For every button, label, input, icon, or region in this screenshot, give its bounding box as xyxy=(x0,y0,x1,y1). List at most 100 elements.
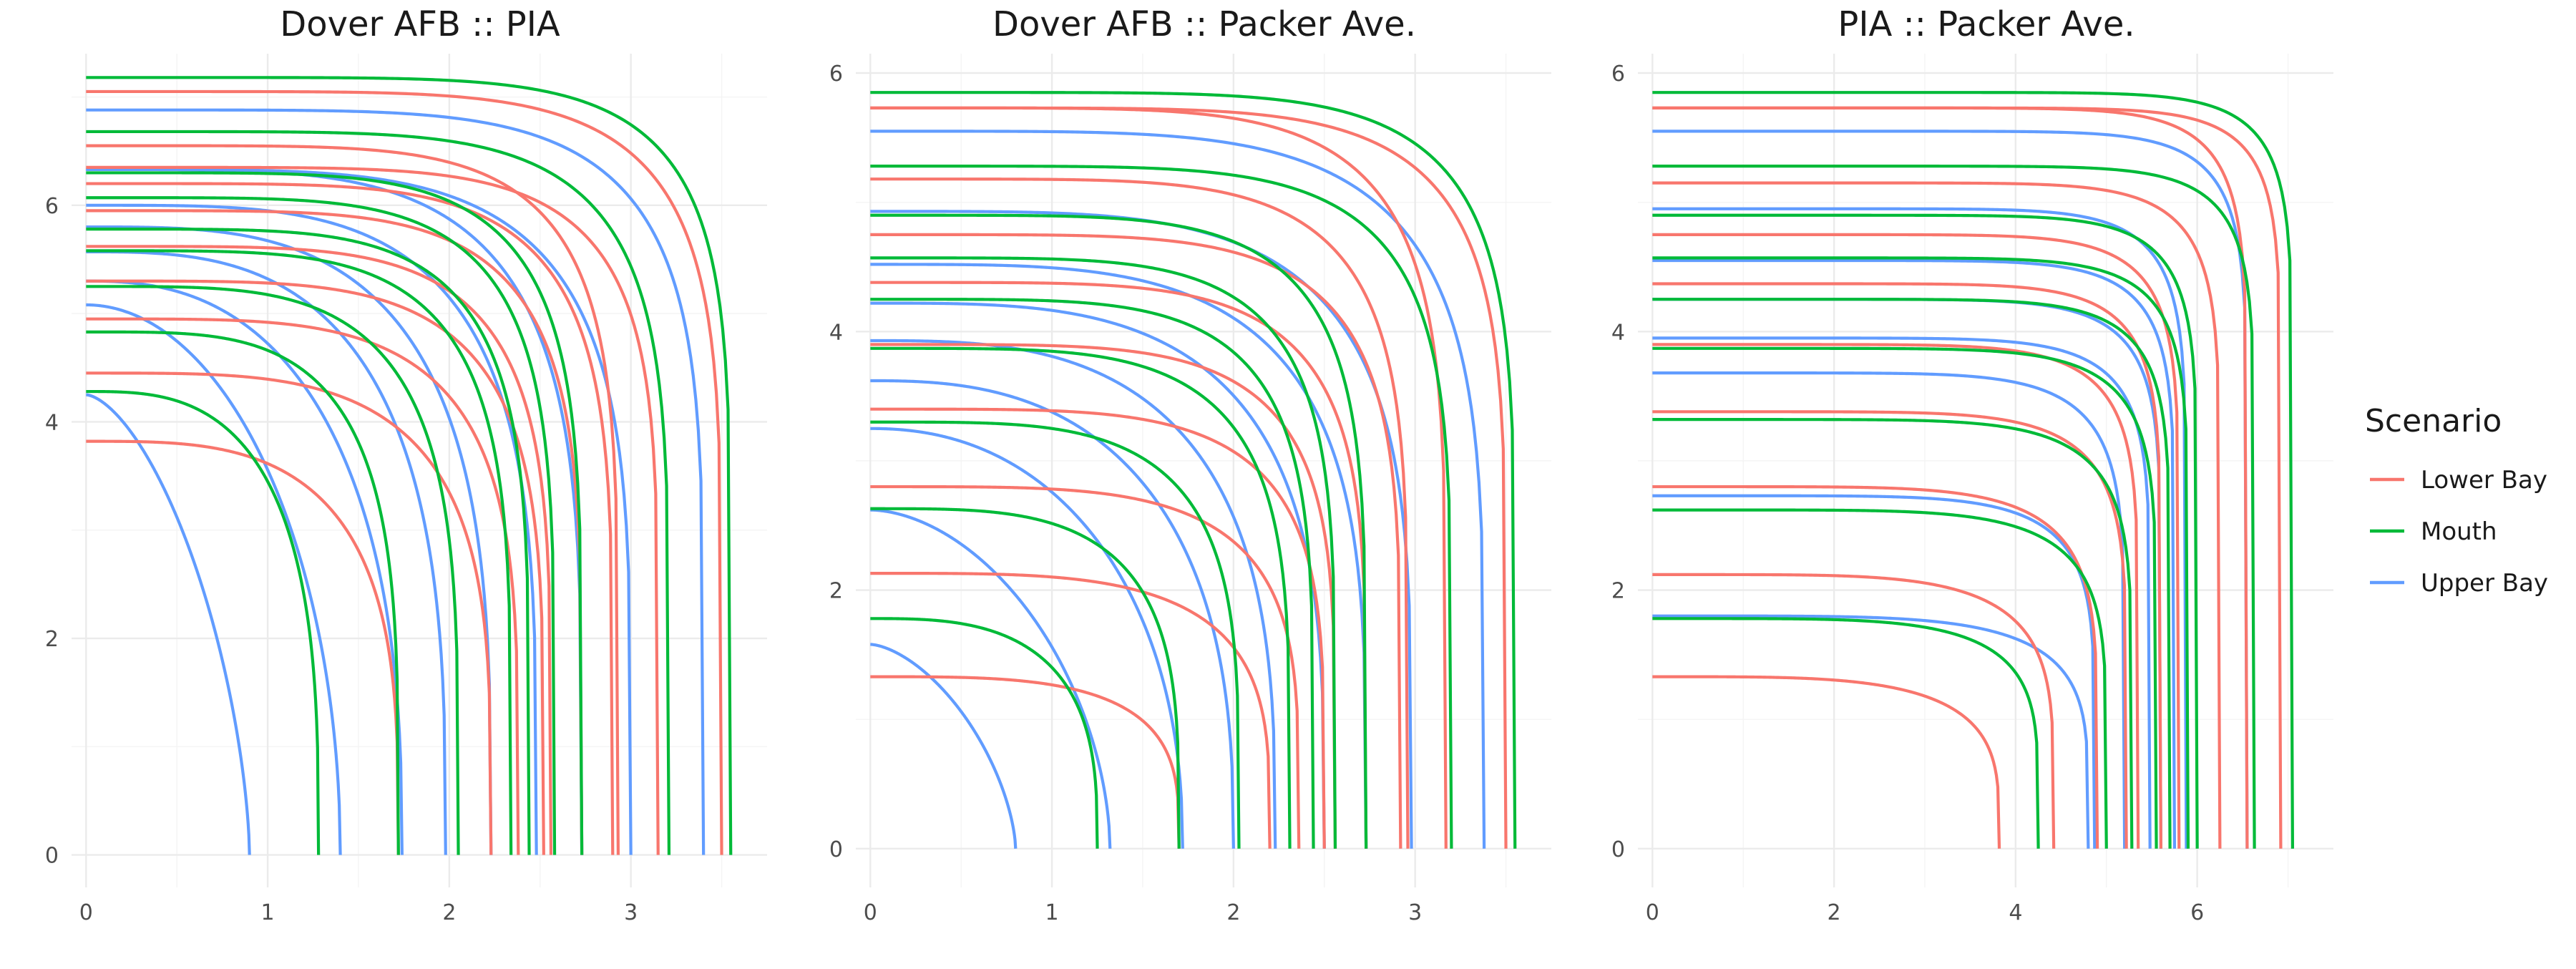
series-line-lower-bay xyxy=(1652,233,2181,849)
series-line-mouth xyxy=(86,249,513,855)
series-line-lower-bay xyxy=(86,165,660,855)
series-line-lower-bay xyxy=(86,279,545,855)
series-line-upper-bay xyxy=(86,167,633,855)
series-line-mouth xyxy=(86,228,531,855)
series-line-mouth xyxy=(1652,165,2256,849)
series-line-lower-bay xyxy=(1652,282,2162,849)
x-tick-label: 3 xyxy=(1408,900,1422,925)
grid xyxy=(72,54,767,887)
legend-items: Lower Bay Mouth Upper Bay xyxy=(2370,466,2548,598)
series-line-upper-bay xyxy=(870,263,1368,849)
x-tick-label: 2 xyxy=(1226,900,1240,925)
series-line-lower-bay xyxy=(1652,484,2099,849)
series-line-mouth xyxy=(1652,418,2134,849)
series-line-mouth xyxy=(870,298,1315,849)
series-line-upper-bay xyxy=(870,130,1486,849)
series-line-upper-bay xyxy=(869,643,1018,849)
series-curves xyxy=(85,76,733,855)
series-line-lower-bay xyxy=(870,484,1301,849)
series-line-mouth xyxy=(86,130,671,855)
series-curves xyxy=(1652,91,2294,849)
x-tick-label: 0 xyxy=(864,900,877,925)
series-line-mouth xyxy=(870,213,1368,849)
series-line-lower-bay xyxy=(1652,675,2001,849)
legend-label: Lower Bay xyxy=(2421,466,2547,495)
series-line-lower-bay xyxy=(869,675,1181,849)
series-line-upper-bay xyxy=(1652,207,2188,849)
series-line-upper-bay xyxy=(870,339,1277,849)
series-line-mouth xyxy=(1652,617,2040,849)
series-line-lower-bay xyxy=(86,317,520,855)
series-line-mouth xyxy=(870,91,1517,849)
series-line-mouth xyxy=(870,256,1337,849)
y-tick-label: 0 xyxy=(829,837,843,862)
series-line-upper-bay xyxy=(86,203,538,855)
series-line-mouth xyxy=(86,285,460,855)
x-tick-label: 2 xyxy=(1828,900,1841,925)
series-line-upper-bay xyxy=(86,250,447,855)
x-tick-label: 1 xyxy=(261,900,275,925)
series-line-upper-bay xyxy=(85,393,251,855)
series-line-mouth xyxy=(86,196,557,855)
series-line-lower-bay xyxy=(1652,573,2056,849)
series-line-mouth xyxy=(86,330,400,855)
series-line-mouth xyxy=(1652,346,2158,849)
y-tick-label: 4 xyxy=(45,410,59,435)
series-line-lower-bay xyxy=(86,209,584,855)
y-tick-label: 2 xyxy=(45,627,59,652)
x-tick-label: 4 xyxy=(2009,900,2022,925)
series-line-lower-bay xyxy=(870,281,1368,849)
series-line-mouth xyxy=(1652,256,2190,849)
legend: Scenario Lower Bay Mouth Upper Bay xyxy=(2365,403,2548,598)
series-line-mouth xyxy=(870,165,1453,849)
legend-title: Scenario xyxy=(2365,403,2502,439)
series-line-mouth xyxy=(85,389,321,855)
series-line-upper-bay xyxy=(1652,258,2177,849)
series-line-upper-bay xyxy=(86,108,706,855)
series-line-mouth xyxy=(1652,508,2108,849)
series-line-upper-bay xyxy=(86,279,404,855)
series-line-mouth xyxy=(870,420,1241,849)
grid xyxy=(1638,54,2333,887)
panel-title: Dover AFB :: PIA xyxy=(280,4,560,44)
series-line-lower-bay xyxy=(86,89,723,855)
x-tick-label: 0 xyxy=(79,900,93,925)
series-line-mouth xyxy=(86,76,733,855)
series-line-lower-bay xyxy=(870,343,1337,849)
legend-item: Lower Bay xyxy=(2370,466,2547,495)
series-line-upper-bay xyxy=(1652,494,2097,849)
series-line-lower-bay xyxy=(870,571,1272,849)
series-line-mouth xyxy=(1652,298,2172,849)
x-tick-label: 1 xyxy=(1045,900,1059,925)
panel-title: Dover AFB :: Packer Ave. xyxy=(992,4,1416,44)
y-tick-label: 6 xyxy=(1611,62,1625,87)
series-line-lower-bay xyxy=(86,144,620,855)
x-tick-label: 2 xyxy=(442,900,456,925)
legend-item: Mouth xyxy=(2370,517,2497,546)
series-line-lower-bay xyxy=(1652,181,2222,849)
legend-label: Mouth xyxy=(2421,517,2497,546)
series-curves xyxy=(869,91,1517,849)
y-tick-label: 6 xyxy=(45,194,59,219)
series-line-upper-bay xyxy=(870,301,1326,849)
y-tick-label: 6 xyxy=(829,62,843,87)
series-line-upper-bay xyxy=(870,427,1184,849)
series-line-upper-bay xyxy=(869,508,1112,849)
y-tick-label: 4 xyxy=(1611,320,1625,345)
series-line-mouth xyxy=(1652,91,2294,849)
series-line-lower-bay xyxy=(86,182,615,855)
series-line-upper-bay xyxy=(1652,336,2152,849)
y-tick-label: 4 xyxy=(829,320,843,345)
series-line-mouth xyxy=(869,507,1181,849)
series-line-upper-bay xyxy=(85,303,342,855)
series-line-lower-bay xyxy=(1652,410,2128,849)
series-line-mouth xyxy=(869,617,1099,849)
legend-item: Upper Bay xyxy=(2370,569,2548,598)
y-tick-label: 0 xyxy=(45,844,59,869)
series-line-lower-bay xyxy=(870,177,1410,849)
series-line-upper-bay xyxy=(1652,614,2090,849)
